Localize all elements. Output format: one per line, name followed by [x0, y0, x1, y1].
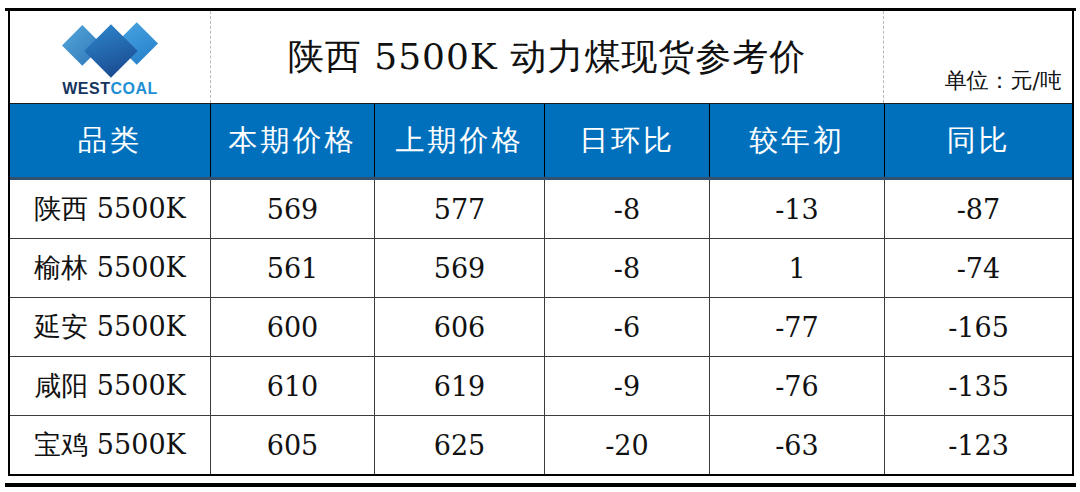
col-header-previous-price: 上期价格 — [375, 104, 545, 177]
page-title: 陕西 5500K 动力煤现货参考价 — [288, 33, 806, 82]
table-row: 陕西 5500K 569 577 -8 -13 -87 — [10, 180, 1072, 239]
bottom-rule — [5, 483, 1076, 487]
col-header-current-price: 本期价格 — [211, 104, 375, 177]
cell-current-price: 600 — [211, 298, 375, 356]
column-header-row: 品类 本期价格 上期价格 日环比 较年初 同比 — [10, 104, 1072, 180]
cell-day-change: -8 — [545, 239, 710, 297]
table-row: 榆林 5500K 561 569 -8 1 -74 — [10, 239, 1072, 298]
cell-day-change: -6 — [545, 298, 710, 356]
col-header-yoy-change: 同比 — [885, 104, 1072, 177]
cell-yoy-change: -165 — [885, 298, 1072, 356]
cell-ytd-change: 1 — [710, 239, 885, 297]
cell-current-price: 605 — [211, 416, 375, 474]
table-row: 咸阳 5500K 610 619 -9 -76 -135 — [10, 357, 1072, 416]
cell-previous-price: 577 — [375, 180, 545, 238]
cell-yoy-change: -135 — [885, 357, 1072, 415]
cell-previous-price: 569 — [375, 239, 545, 297]
cell-day-change: -20 — [545, 416, 710, 474]
cell-category: 宝鸡 5500K — [10, 416, 211, 474]
unit-label: 单位：元/吨 — [945, 66, 1062, 96]
westcoal-logo: WESTCOAL — [62, 21, 158, 97]
cell-category: 陕西 5500K — [10, 180, 211, 238]
cell-day-change: -8 — [545, 180, 710, 238]
col-header-category: 品类 — [10, 104, 211, 177]
table-row: 延安 5500K 600 606 -6 -77 -165 — [10, 298, 1072, 357]
table-header-band: WESTCOAL 陕西 5500K 动力煤现货参考价 单位：元/吨 — [10, 11, 1072, 104]
cell-ytd-change: -77 — [710, 298, 885, 356]
logo-text-coal: COAL — [110, 80, 157, 97]
cell-category: 延安 5500K — [10, 298, 211, 356]
cell-current-price: 561 — [211, 239, 375, 297]
logo-text-west: WEST — [62, 80, 110, 97]
cell-category: 咸阳 5500K — [10, 357, 211, 415]
unit-cell: 单位：元/吨 — [884, 11, 1072, 103]
cell-category: 榆林 5500K — [10, 239, 211, 297]
cell-day-change: -9 — [545, 357, 710, 415]
cell-current-price: 569 — [211, 180, 375, 238]
title-cell: 陕西 5500K 动力煤现货参考价 — [211, 11, 884, 103]
cell-ytd-change: -63 — [710, 416, 885, 474]
cell-yoy-change: -87 — [885, 180, 1072, 238]
cell-ytd-change: -13 — [710, 180, 885, 238]
cell-current-price: 610 — [211, 357, 375, 415]
logo-cell: WESTCOAL — [10, 11, 211, 103]
cell-previous-price: 606 — [375, 298, 545, 356]
westcoal-logo-icon — [62, 21, 158, 79]
cell-previous-price: 619 — [375, 357, 545, 415]
cell-yoy-change: -123 — [885, 416, 1072, 474]
col-header-day-change: 日环比 — [545, 104, 710, 177]
coal-price-table-page: WESTCOAL 陕西 5500K 动力煤现货参考价 单位：元/吨 品类 本期价… — [0, 0, 1080, 492]
table-row: 宝鸡 5500K 605 625 -20 -63 -123 — [10, 416, 1072, 474]
cell-ytd-change: -76 — [710, 357, 885, 415]
cell-previous-price: 625 — [375, 416, 545, 474]
westcoal-logo-text: WESTCOAL — [62, 81, 158, 97]
price-table: WESTCOAL 陕西 5500K 动力煤现货参考价 单位：元/吨 品类 本期价… — [8, 11, 1074, 476]
cell-yoy-change: -74 — [885, 239, 1072, 297]
col-header-ytd-change: 较年初 — [710, 104, 885, 177]
